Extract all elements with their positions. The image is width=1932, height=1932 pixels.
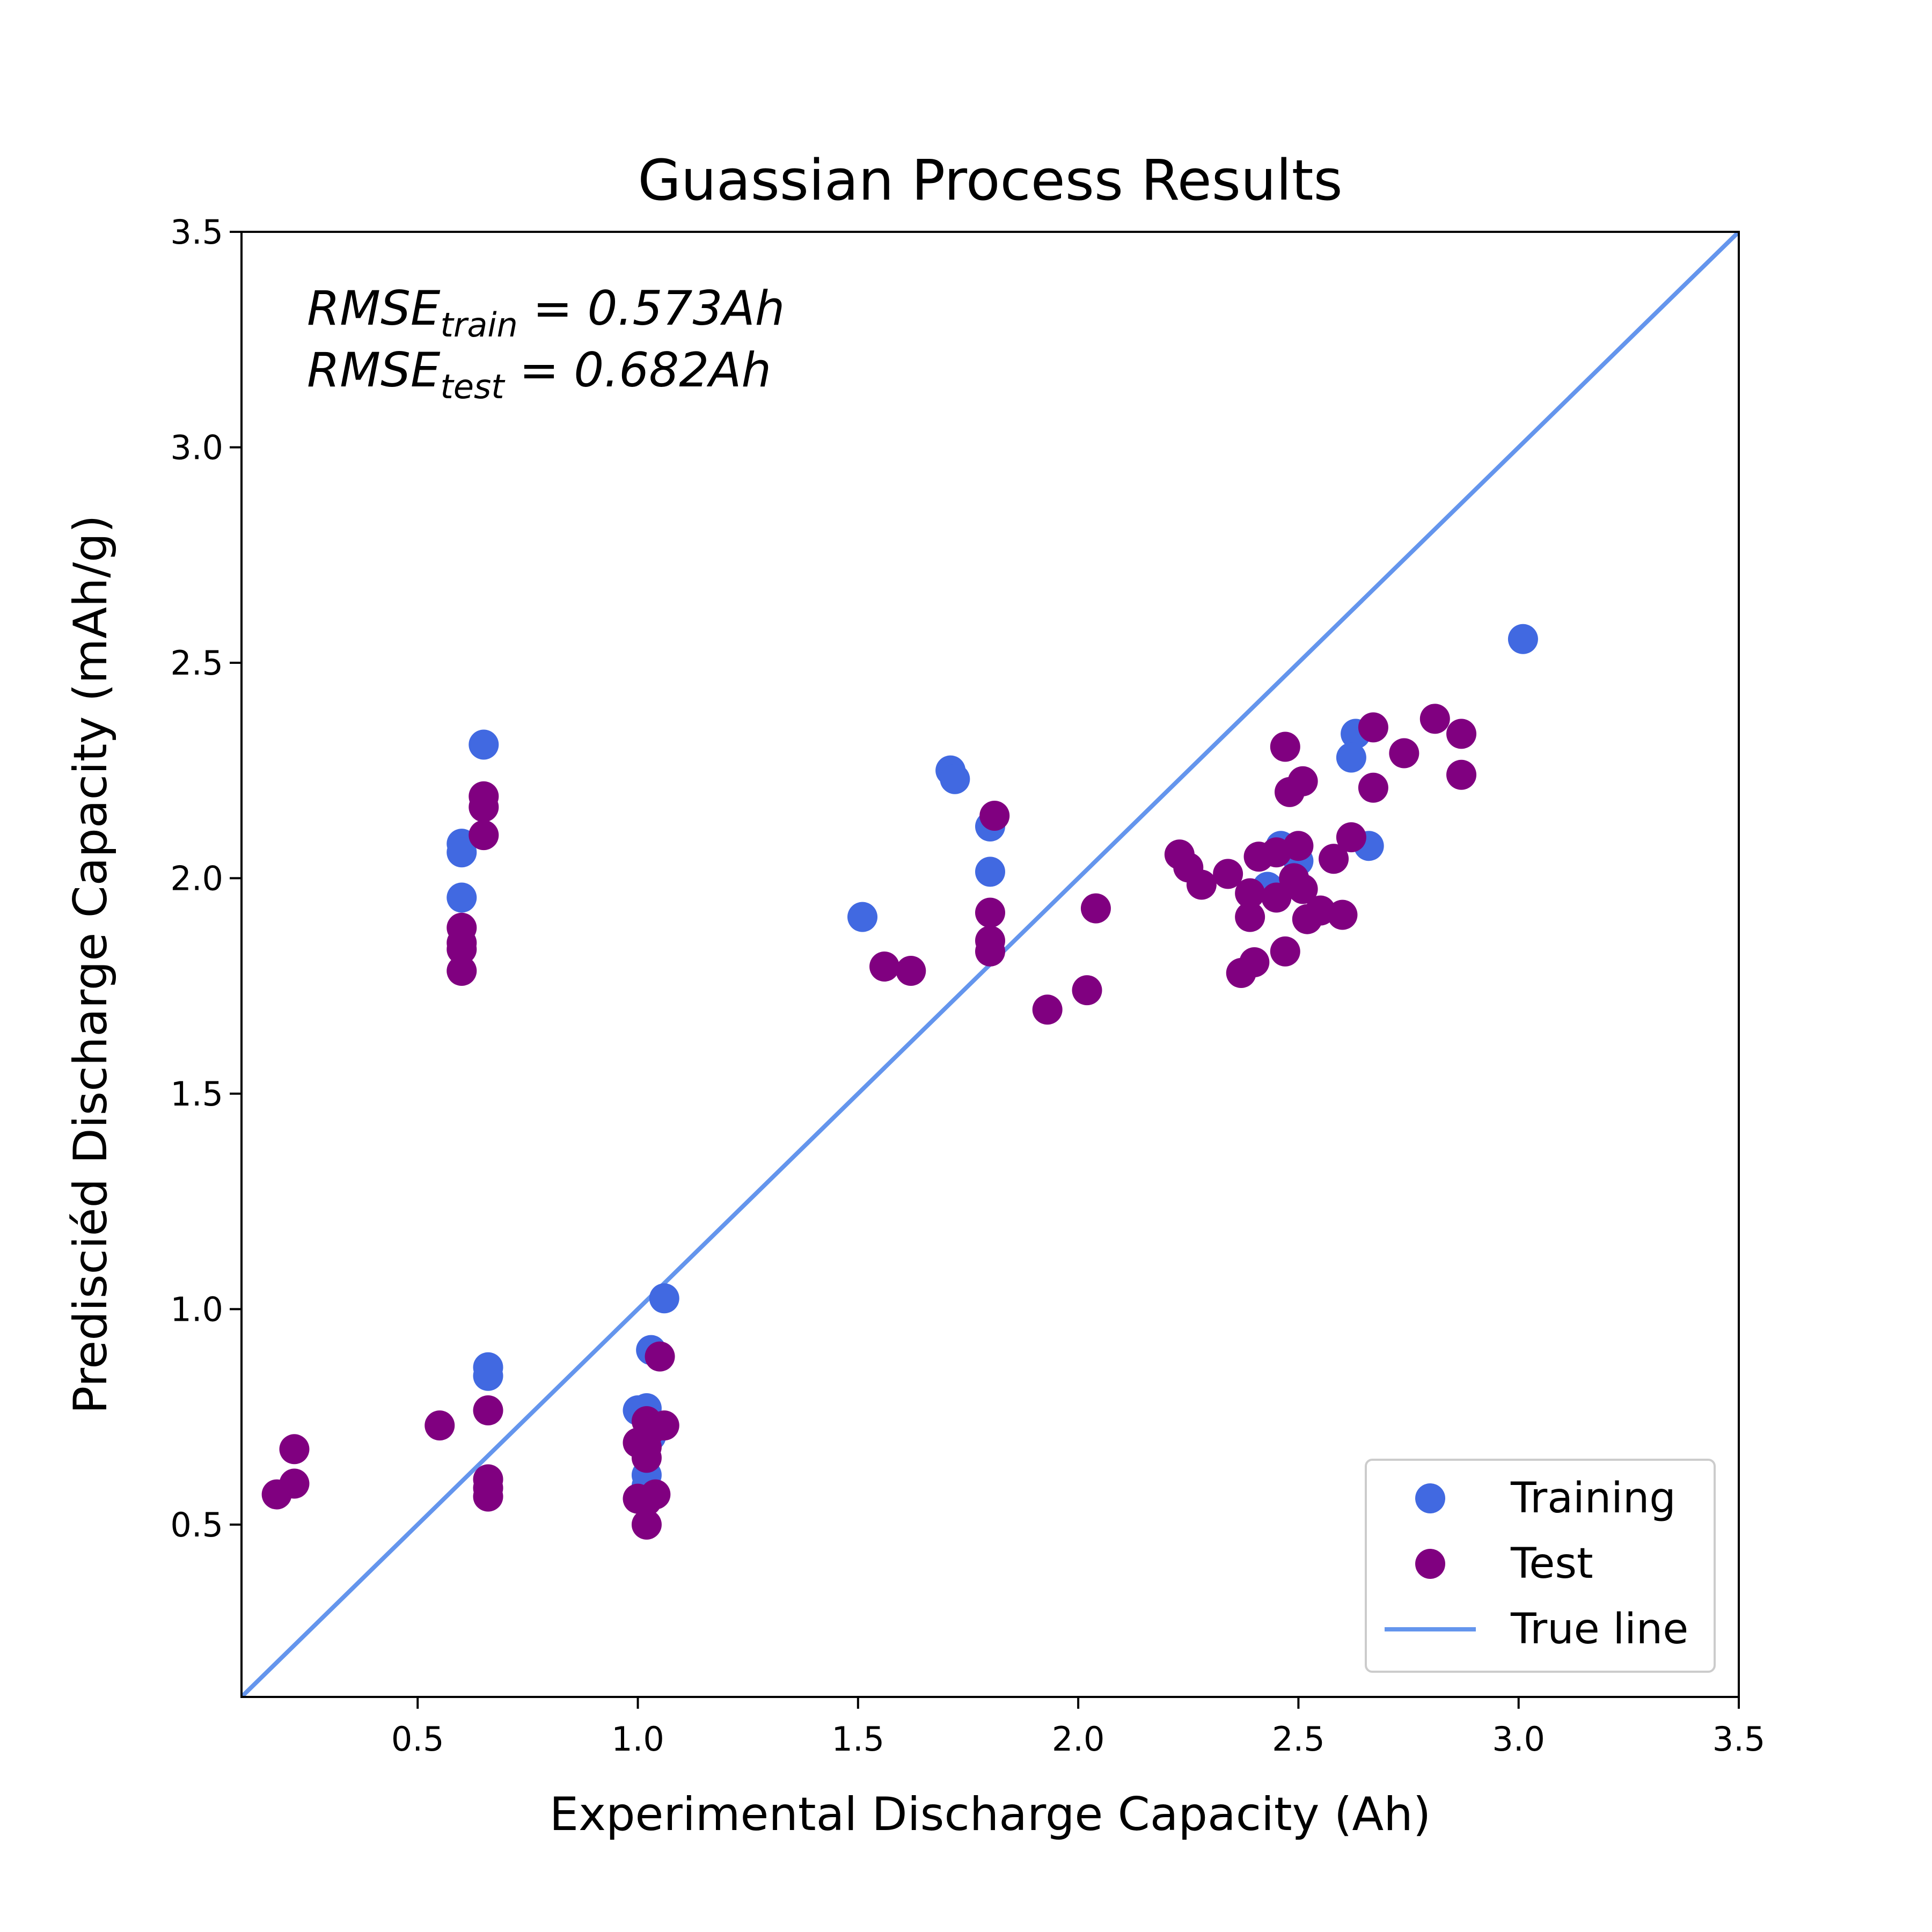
y-tick-label: 1.5 bbox=[170, 1074, 223, 1114]
training-point bbox=[975, 857, 1005, 887]
test-point bbox=[1270, 936, 1300, 967]
y-tick-label: 2.5 bbox=[170, 643, 223, 683]
x-axis-label: Experimental Discharge Capacity (Ah) bbox=[550, 1788, 1431, 1841]
x-tick-label: 3.0 bbox=[1492, 1719, 1545, 1759]
training-point bbox=[1507, 624, 1538, 654]
test-point bbox=[975, 897, 1005, 928]
test-point bbox=[645, 1341, 675, 1372]
test-point bbox=[447, 956, 477, 986]
test-point bbox=[279, 1434, 310, 1465]
x-tick-label: 2.0 bbox=[1052, 1719, 1105, 1759]
legend-marker-test bbox=[1415, 1549, 1445, 1579]
test-point bbox=[1327, 899, 1358, 930]
test-point bbox=[631, 1485, 662, 1516]
test-point bbox=[1032, 994, 1063, 1025]
rmse-annotation: RMSEtrain = 0.573Ah RMSEtest = 0.682Ah bbox=[307, 281, 785, 406]
legend-label-test: Test bbox=[1510, 1540, 1593, 1588]
training-point bbox=[940, 764, 970, 794]
test-point bbox=[1213, 859, 1243, 889]
rmse-test-text: RMSEtest = 0.682Ah bbox=[307, 342, 771, 406]
training-point bbox=[847, 902, 878, 932]
test-point bbox=[631, 1443, 662, 1473]
test-point bbox=[1446, 719, 1477, 749]
test-point bbox=[1080, 893, 1111, 924]
y-axis: 0.5 1.0 1.5 2.0 2.5 3.0 3.5 bbox=[170, 213, 241, 1545]
x-tick-label: 0.5 bbox=[391, 1719, 444, 1759]
y-axis-label: Predisciéd Discharge Capacity (mAh/g) bbox=[64, 515, 118, 1414]
x-tick-label: 2.5 bbox=[1272, 1719, 1325, 1759]
test-point bbox=[1239, 947, 1270, 977]
training-point bbox=[473, 1360, 503, 1391]
test-point bbox=[1186, 869, 1217, 900]
legend: Training Test True line bbox=[1365, 1459, 1716, 1673]
test-point bbox=[1358, 712, 1388, 743]
rmse-train-text: RMSEtrain = 0.573Ah bbox=[307, 281, 785, 345]
x-tick-label: 1.5 bbox=[832, 1719, 885, 1759]
x-tick-label: 1.0 bbox=[611, 1719, 664, 1759]
plot-area bbox=[241, 232, 1739, 1697]
legend-marker-training bbox=[1415, 1483, 1445, 1513]
legend-label-training: Training bbox=[1510, 1474, 1676, 1523]
training-point bbox=[447, 837, 477, 868]
test-point bbox=[896, 956, 926, 986]
test-point bbox=[473, 1481, 503, 1512]
test-point bbox=[1283, 831, 1314, 861]
test-point bbox=[979, 800, 1010, 831]
test-point bbox=[1319, 844, 1349, 874]
test-point bbox=[1261, 882, 1292, 913]
training-point bbox=[1336, 742, 1366, 773]
y-tick-label: 3.5 bbox=[170, 213, 223, 252]
test-point bbox=[447, 934, 477, 964]
test-point bbox=[1072, 975, 1102, 1006]
test-point bbox=[473, 1395, 503, 1426]
test-point bbox=[1358, 772, 1388, 803]
y-tick-label: 1.0 bbox=[170, 1290, 223, 1329]
x-axis: 0.5 1.0 1.5 2.0 2.5 3.0 3.5 bbox=[391, 1697, 1765, 1759]
test-point bbox=[1287, 766, 1318, 796]
test-point bbox=[1336, 822, 1366, 853]
test-point bbox=[869, 952, 900, 982]
y-tick-label: 3.0 bbox=[170, 428, 223, 467]
test-point bbox=[469, 820, 499, 851]
test-point bbox=[1419, 704, 1450, 734]
test-point bbox=[1235, 902, 1265, 932]
test-point bbox=[425, 1410, 455, 1441]
test-point bbox=[631, 1509, 662, 1540]
test-point bbox=[975, 936, 1005, 967]
legend-frame bbox=[1365, 1459, 1716, 1673]
test-point bbox=[1235, 878, 1265, 909]
x-tick-label: 3.5 bbox=[1713, 1719, 1766, 1759]
test-point bbox=[1389, 738, 1419, 769]
test-point bbox=[1446, 759, 1477, 790]
test-point bbox=[279, 1468, 310, 1499]
test-point bbox=[1270, 731, 1300, 762]
y-tick-label: 2.0 bbox=[170, 859, 223, 898]
training-point bbox=[469, 729, 499, 760]
training-point bbox=[447, 882, 477, 913]
y-tick-label: 0.5 bbox=[170, 1505, 223, 1545]
test-point bbox=[1287, 874, 1318, 904]
legend-label-true-line: True line bbox=[1510, 1605, 1688, 1653]
chart-title: Guassian Process Results bbox=[638, 148, 1342, 213]
training-point bbox=[649, 1283, 679, 1314]
test-point bbox=[469, 792, 499, 822]
plot-frame bbox=[240, 231, 1740, 1698]
